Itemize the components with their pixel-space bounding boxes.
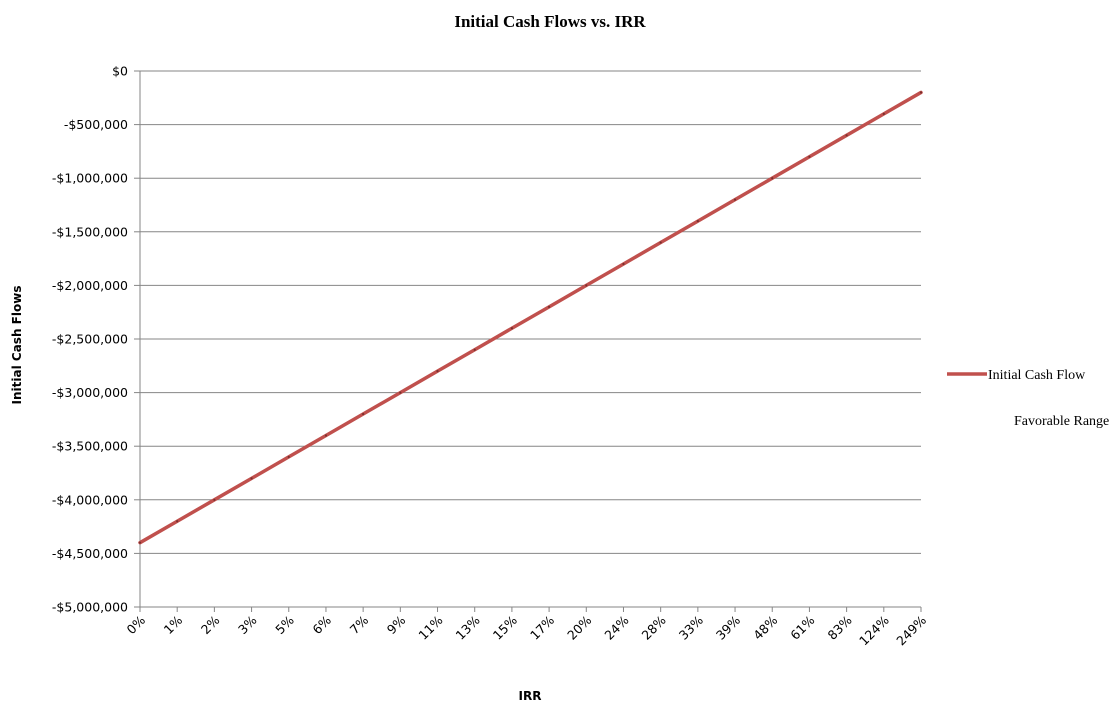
x-tick-label: 1% <box>161 612 186 637</box>
x-tick-label: 83% <box>824 612 854 642</box>
x-tick-label: 9% <box>384 612 409 637</box>
x-tick-label: 3% <box>235 612 260 637</box>
x-tick-label: 6% <box>309 612 334 637</box>
y-tick-label: -$4,000,000 <box>52 492 128 507</box>
x-tick-label: 33% <box>676 612 706 642</box>
x-tick-label: 28% <box>639 612 669 642</box>
gridlines <box>140 70 921 608</box>
y-tick-label: -$500,000 <box>64 117 128 132</box>
data-point <box>882 112 885 115</box>
y-tick-label: -$1,500,000 <box>52 224 128 239</box>
y-tick-label: -$5,000,000 <box>52 600 128 615</box>
x-tick-label: 24% <box>601 612 631 642</box>
legend-label: Initial Cash Flow <box>988 368 1086 383</box>
x-tick-label: 7% <box>347 612 372 637</box>
x-tick-label: 17% <box>527 612 557 642</box>
data-point <box>213 498 216 501</box>
data-point <box>771 177 774 180</box>
data-point <box>436 370 439 373</box>
data-point <box>919 91 923 94</box>
y-axis-title: Initial Cash Flows <box>10 286 24 405</box>
data-point <box>622 262 625 266</box>
series-layer <box>138 90 923 545</box>
x-tick-label: 2% <box>198 612 223 637</box>
y-tick-label: -$4,500,000 <box>52 546 128 561</box>
axes <box>139 71 921 608</box>
x-axis-title: IRR <box>519 689 542 703</box>
data-point <box>399 391 402 394</box>
y-tick-label: -$2,500,000 <box>52 332 128 347</box>
x-tick-label: 11% <box>415 612 445 642</box>
x-tick-label: 15% <box>490 612 520 642</box>
y-axis-ticks: $0 -$500,000 -$1,000,000 -$1,500,000 -$2,000… <box>52 64 140 615</box>
data-point <box>696 219 699 223</box>
chart-title: Initial Cash Flows vs. IRR <box>454 12 646 31</box>
data-point <box>473 348 476 351</box>
x-tick-label: 20% <box>564 612 594 642</box>
x-tick-label: 13% <box>453 612 483 642</box>
series-line <box>138 90 923 545</box>
x-tick-label: 48% <box>750 612 780 642</box>
data-point <box>547 305 551 308</box>
data-point <box>845 134 848 137</box>
data-point <box>138 541 142 544</box>
x-tick-label: 5% <box>272 612 297 637</box>
legend-label: Favorable Range <box>1014 414 1109 429</box>
y-tick-label: -$3,500,000 <box>52 439 128 454</box>
data-point <box>510 327 514 330</box>
data-point <box>176 520 179 523</box>
legend: Initial Cash Flow Favorable Range <box>947 368 1109 429</box>
data-point <box>324 434 328 437</box>
data-point <box>287 455 290 459</box>
data-point <box>362 412 365 416</box>
y-tick-label: $0 <box>112 64 128 79</box>
y-tick-label: -$2,000,000 <box>52 278 128 293</box>
data-point <box>585 284 588 287</box>
x-tick-label: 61% <box>787 612 817 642</box>
data-point <box>733 198 737 201</box>
data-point <box>250 477 253 480</box>
x-tick-label: 39% <box>713 612 743 642</box>
data-point <box>659 241 662 244</box>
y-tick-label: -$1,000,000 <box>52 171 128 186</box>
x-tick-label: 249% <box>893 612 929 648</box>
y-tick-label: -$3,000,000 <box>52 385 128 400</box>
data-point <box>808 155 811 158</box>
x-axis-ticks: 0% 1% 2% 3% 5% 6% 7% 9% 11% 13% 15% 17% 20% 24% 28% 33%… <box>123 607 929 648</box>
x-tick-label: 124% <box>856 612 892 648</box>
x-tick-label: 0% <box>123 612 148 637</box>
